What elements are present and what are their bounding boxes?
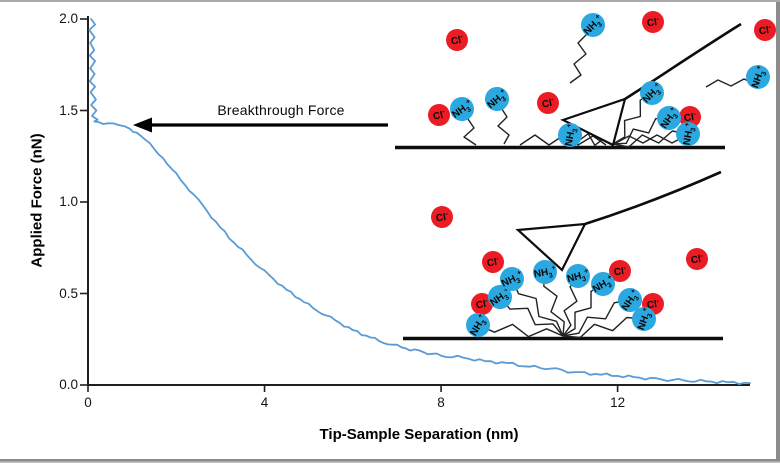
ion-circle: [618, 288, 642, 312]
x-tick-label: 8: [437, 395, 445, 410]
chloride-ion: Cl-: [482, 251, 504, 273]
chloride-ion: Cl-: [431, 206, 453, 228]
ion-circle: [640, 81, 664, 105]
ammonium-ion: NH3+: [632, 307, 656, 332]
ion-circle: [754, 19, 776, 41]
ammonium-ion: NH3+: [566, 264, 591, 288]
chloride-ion: Cl-: [686, 248, 708, 270]
molecule-chain: [477, 323, 564, 338]
ion-circle: [500, 267, 524, 291]
breakthrough-arrow: [133, 117, 388, 133]
molecule-chain: [562, 316, 645, 339]
chloride-ion: Cl-: [609, 260, 631, 282]
ion-circle: [591, 272, 615, 296]
breakthrough-force-label: Breakthrough Force: [217, 102, 345, 118]
plot-axes: [80, 16, 750, 392]
force-curve-line: [88, 18, 751, 385]
ion-circle: [686, 248, 708, 270]
ion-label: Cl-: [646, 16, 661, 30]
ion-label: NH3+: [533, 265, 558, 283]
chloride-ion: Cl-: [754, 19, 776, 41]
ammonium-ion: NH3+: [746, 65, 770, 90]
ammonium-ion: NH3+: [591, 272, 617, 297]
ion-label: Cl-: [435, 211, 450, 225]
window-right-border: [776, 2, 780, 460]
molecule-chain: [562, 299, 631, 337]
ion-circle: [533, 260, 557, 284]
ion-label: Cl-: [758, 24, 773, 38]
ion-label: Cl-: [683, 111, 698, 125]
axis-tick-marks: [80, 18, 619, 392]
ion-label: Cl-: [646, 298, 661, 312]
ion-circle: [466, 313, 490, 337]
afm-cantilever-curve: [584, 170, 722, 226]
molecule-chain: [499, 296, 564, 337]
x-tick-label: 4: [260, 395, 269, 410]
afm-cantilever-curve: [624, 22, 742, 101]
ammonium-ion: NH3+: [533, 260, 558, 284]
ion-label: Cl-: [475, 297, 490, 311]
ammonium-ion: NH3+: [450, 97, 476, 122]
x-tick-label: 12: [610, 395, 626, 410]
chloride-ion: Cl-: [471, 293, 493, 315]
y-tick-label: 1.5: [59, 102, 78, 118]
afm-tip-triangle: [560, 97, 627, 147]
ammonium-ion: NH3+: [558, 123, 582, 148]
ion-circle: [642, 11, 664, 33]
afm-tip-triangle: [515, 222, 587, 272]
chloride-ion: Cl-: [446, 29, 468, 51]
window-bottom-border: [0, 459, 780, 464]
chloride-ion: Cl-: [642, 11, 664, 33]
ion-circle: [558, 123, 582, 147]
chloride-ion: Cl-: [428, 104, 450, 126]
ion-circle: [609, 260, 631, 282]
ion-circle: [581, 12, 605, 37]
y-tick-label: 0.0: [59, 377, 78, 392]
chloride-ion: Cl-: [537, 92, 559, 114]
x-axis-title: Tip-Sample Separation (nm): [319, 426, 519, 443]
molecule-chain: [511, 278, 564, 337]
ion-circle: [632, 307, 656, 331]
molecule-chain: [612, 130, 689, 148]
ion-label: Cl-: [486, 255, 501, 269]
arrow-head-icon: [133, 117, 152, 133]
y-tick-label: 1.0: [59, 194, 78, 209]
ion-circle: [679, 106, 701, 128]
ion-label: Cl-: [613, 265, 628, 279]
y-tick-label: 2.0: [59, 11, 78, 26]
ion-circle: [566, 264, 590, 288]
ion-label: NH3+: [566, 268, 591, 287]
inset-tip-above: Cl-Cl-Cl-Cl-Cl- Cl-NH3+NH3+NH3+ NH3+NH3+NH…: [403, 170, 723, 341]
ion-circle: [657, 106, 681, 130]
chloride-ion: Cl-: [679, 106, 701, 128]
ion-group: Cl-Cl-Cl-Cl-Cl-Cl-NH3+NH3+NH3+NH3+NH3+NH…: [431, 206, 708, 339]
ion-group: Cl-Cl-Cl-Cl-Cl-Cl-NH3+NH3+NH3+NH3+NH3+NH…: [428, 11, 776, 148]
ion-circle: [450, 97, 474, 121]
ion-circle: [482, 251, 504, 273]
inset-tip-contact: Cl-Cl-Cl-Cl-Cl-Cl-NH3+NH3+NH3+ NH3+NH3+NH…: [395, 11, 776, 150]
ion-circle: [428, 104, 450, 126]
ion-circle: [471, 293, 493, 315]
ion-label: Cl-: [690, 253, 705, 267]
ammonium-ion: NH3+: [657, 106, 682, 132]
ion-label: Cl-: [432, 108, 447, 122]
ion-circle: [485, 87, 509, 111]
ion-circle: [746, 65, 770, 89]
ion-circle: [537, 92, 559, 114]
ion-circle: [676, 122, 700, 146]
ion-circle: [431, 206, 453, 228]
ion-circle: [446, 29, 468, 51]
ion-label: Cl-: [541, 96, 556, 110]
ammonium-ion: NH3+: [466, 313, 491, 339]
ion-circle: [488, 285, 512, 309]
ammonium-ion: NH3+: [676, 122, 700, 147]
ammonium-ion: NH3+: [485, 87, 511, 113]
ammonium-ion: NH3+: [581, 12, 607, 39]
ammonium-ion: NH3+: [500, 267, 526, 291]
x-tick-label: 0: [84, 395, 92, 410]
y-tick-label: 0.5: [59, 285, 78, 301]
ion-label: Cl-: [450, 33, 465, 47]
